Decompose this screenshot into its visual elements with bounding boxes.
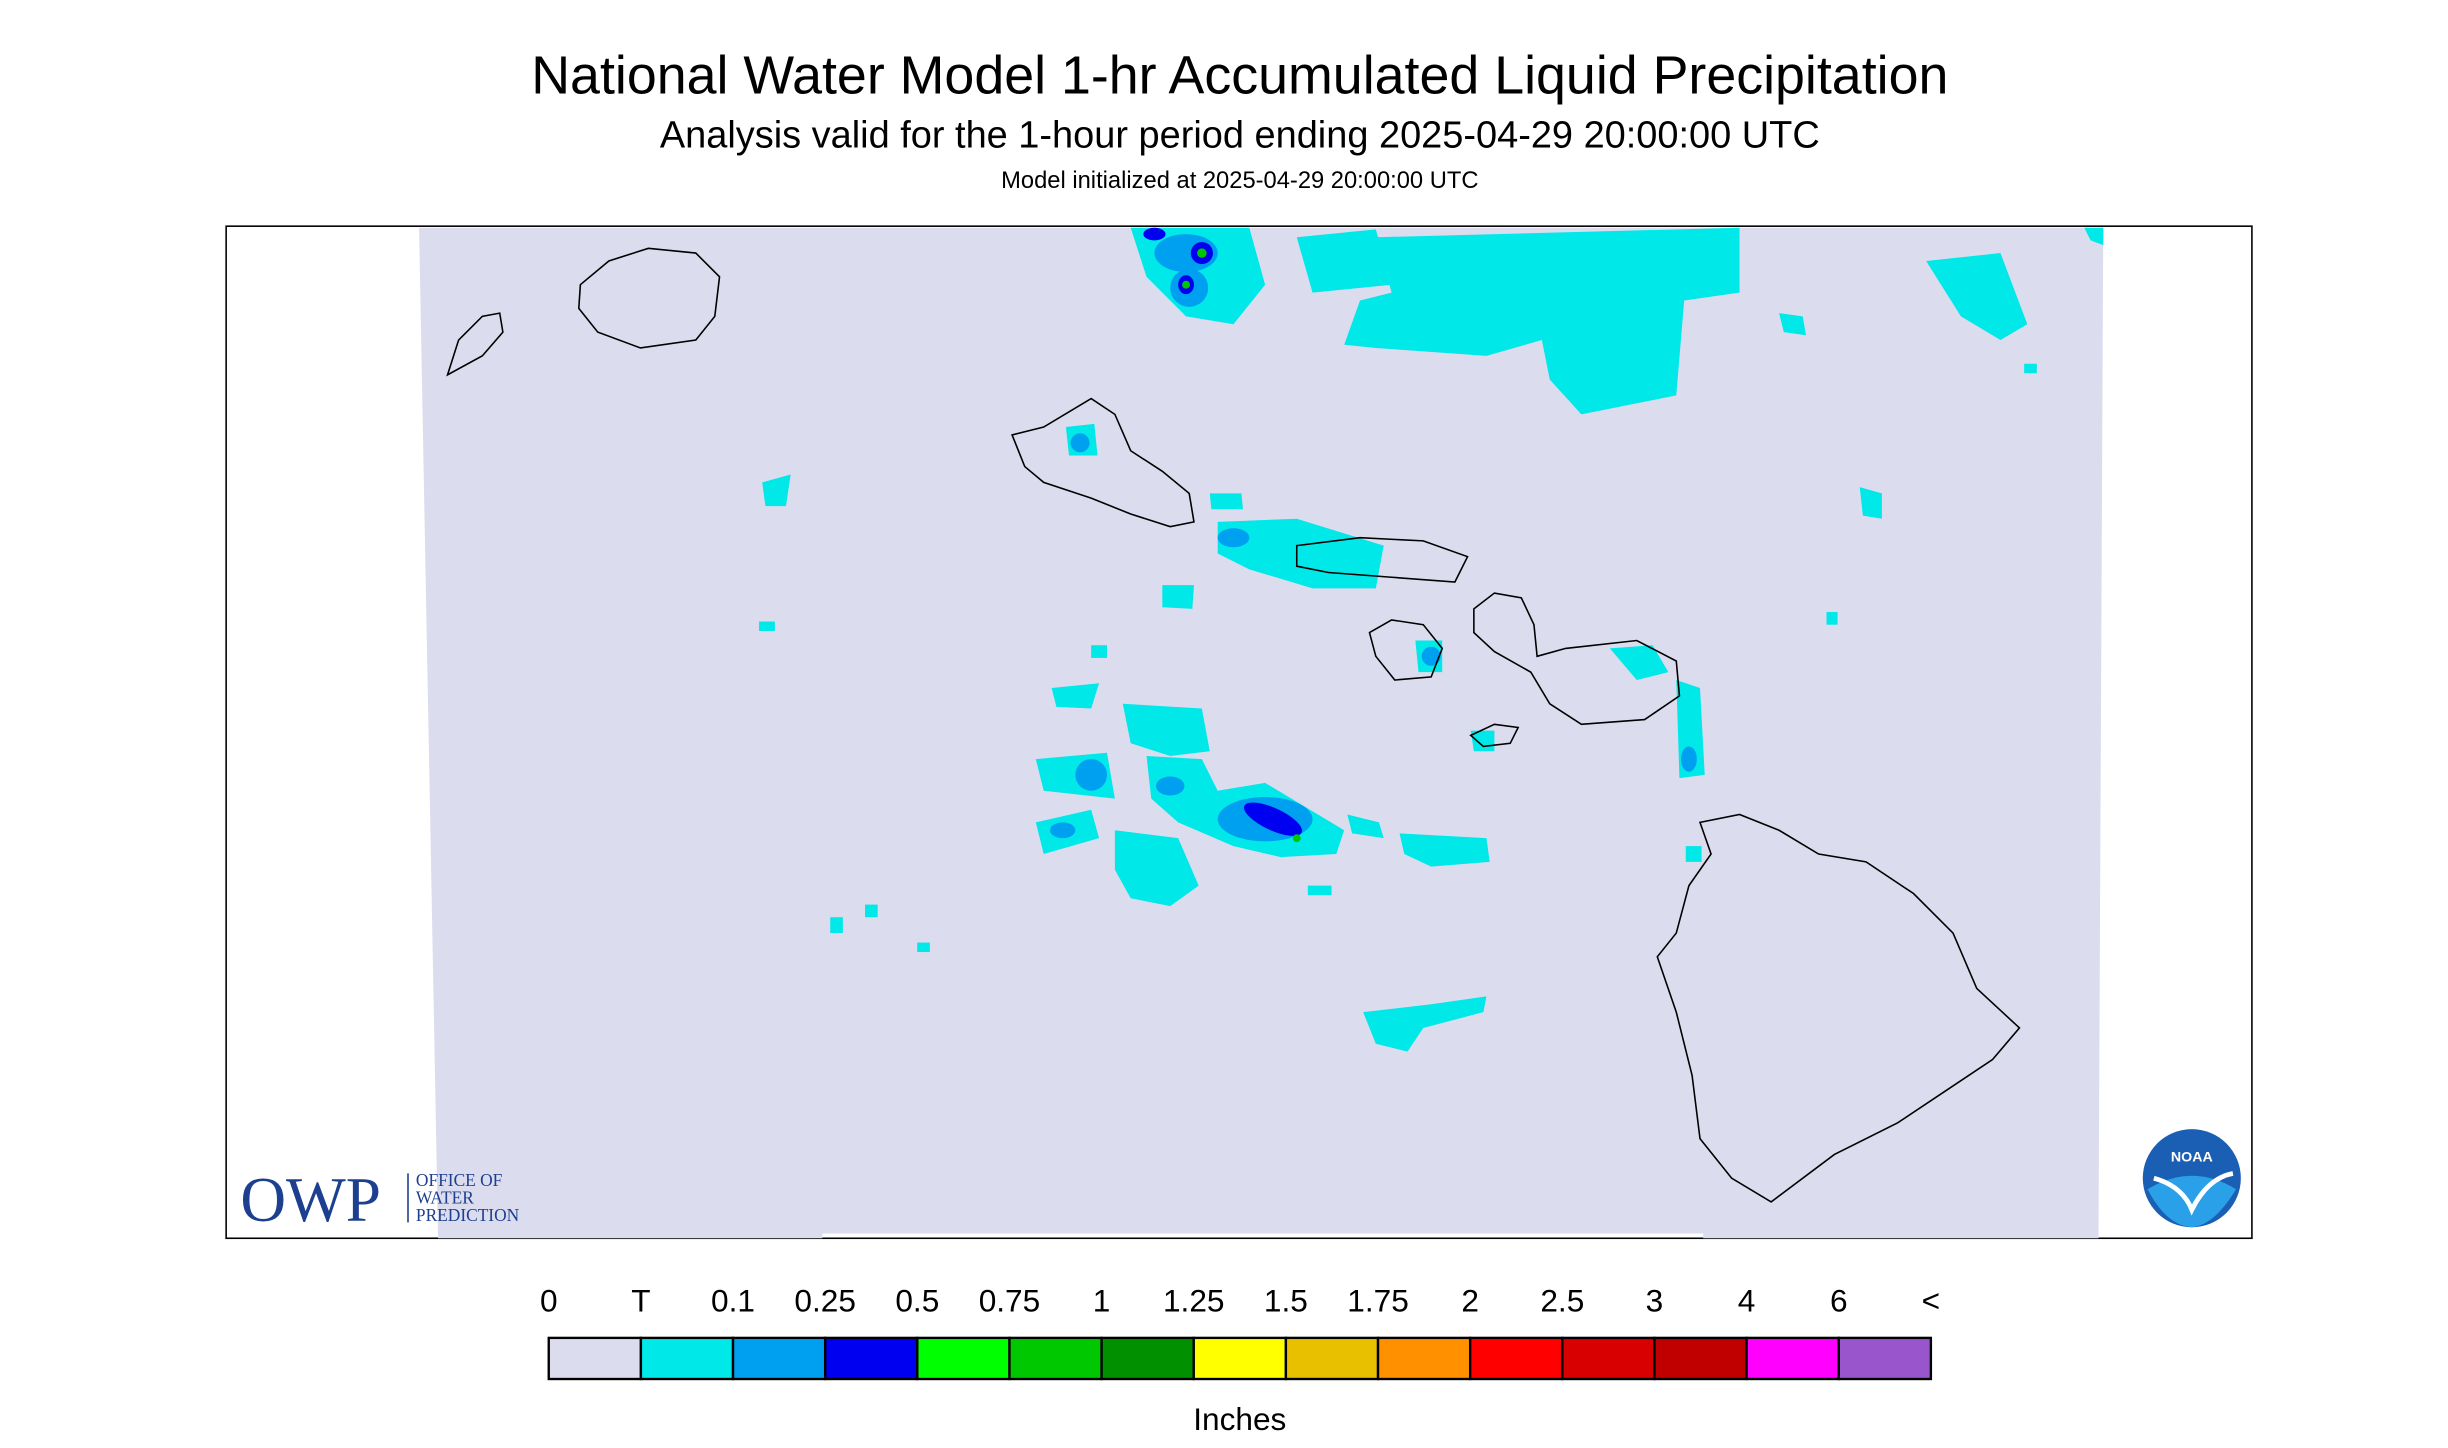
legend-label: 4 [1738,1282,1756,1318]
legend-label: 2 [1461,1282,1479,1318]
legend-swatch [823,1336,919,1381]
legend-units: Inches [1193,1401,1286,1437]
legend-label: 6 [1830,1282,1848,1318]
legend-label: 0.75 [979,1282,1041,1318]
legend-swatch [547,1336,643,1381]
owp-line: WATER [416,1188,474,1207]
legend-swatch [1376,1336,1472,1381]
legend-swatch [1192,1336,1288,1381]
legend-swatch [1745,1336,1840,1381]
owp-text: OWP [240,1165,381,1235]
legend-label: 1 [1093,1282,1111,1318]
legend-label: 1.75 [1347,1282,1409,1318]
legend-label: 2.5 [1540,1282,1584,1318]
owp-logo: OWP OFFICE OF WATER PREDICTION [240,1165,519,1235]
owp-line: OFFICE OF [416,1171,503,1190]
legend: 0 T 0.1 0.25 0.5 0.75 1 1.25 1.5 1.75 2 2.5 3 4 6 < [540,1282,1940,1381]
legend-swatch [1837,1336,1933,1381]
legend-label: 0.5 [895,1282,939,1318]
legend-swatch [731,1336,827,1381]
legend-swatch [1100,1336,1195,1381]
legend-label: T [631,1282,650,1318]
legend-swatch [1653,1336,1748,1381]
legend-swatch [1008,1336,1103,1381]
noaa-text: NOAA [2171,1149,2213,1165]
legend-swatch [639,1336,735,1381]
map: OWP OFFICE OF WATER PREDICTION NOAA [225,225,2253,1240]
legend-label: 0.25 [794,1282,856,1318]
title: National Water Model 1-hr Accumulated Li… [531,45,1948,105]
legend-label: 1.5 [1264,1282,1308,1318]
legend-label: 0.1 [711,1282,755,1318]
legend-label: < [1922,1282,1940,1318]
legend-label: 1.25 [1163,1282,1225,1318]
legend-swatch [1284,1336,1380,1381]
legend-label: 3 [1646,1282,1664,1318]
legend-swatch [916,1336,1011,1381]
subtitle: Analysis valid for the 1-hour period end… [660,115,1820,157]
init-time: Model initialized at 2025-04-29 20:00:00… [1001,168,1478,194]
legend-swatch [1561,1336,1656,1381]
legend-swatch [1468,1336,1564,1381]
noaa-logo: NOAA [2142,1129,2241,1228]
owp-line: PREDICTION [416,1206,520,1225]
legend-label: 0 [540,1282,558,1318]
